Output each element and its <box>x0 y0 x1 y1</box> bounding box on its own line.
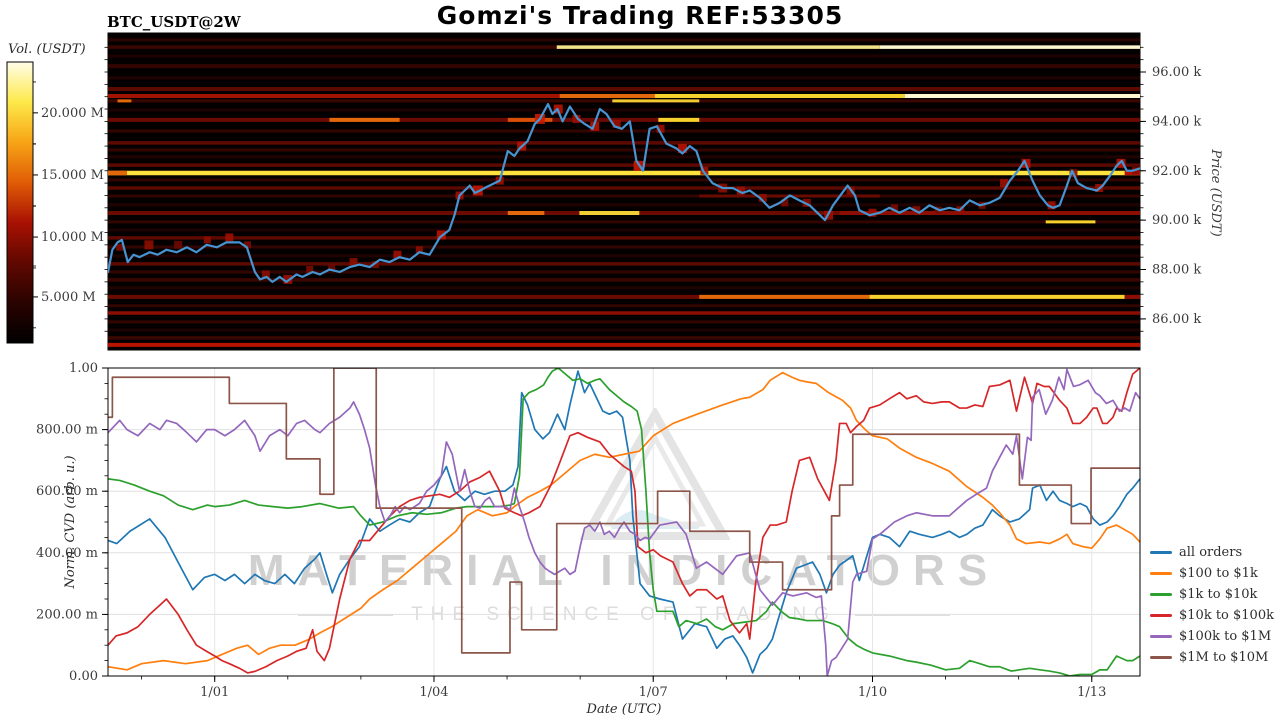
svg-text:1/13: 1/13 <box>1077 685 1106 700</box>
svg-text:200.00 m: 200.00 m <box>36 607 98 622</box>
svg-text:Norm. CVD (arb. u.): Norm. CVD (arb. u.) <box>63 455 78 589</box>
legend-label: $1M to $10M <box>1179 649 1269 665</box>
legend-label: all orders <box>1179 544 1243 560</box>
legend-item: all orders <box>1150 544 1274 560</box>
page-title: Gomzi's Trading REF:53305 <box>436 1 844 30</box>
svg-text:Price (USDT): Price (USDT) <box>1208 148 1223 236</box>
legend-label: $100k to $1M <box>1179 628 1272 644</box>
svg-text:1.00: 1.00 <box>69 361 98 376</box>
svg-text:94.00 k: 94.00 k <box>1152 114 1201 129</box>
svg-text:400.00 m: 400.00 m <box>36 546 98 561</box>
legend-swatch-icon <box>1150 571 1172 575</box>
svg-text:86.00 k: 86.00 k <box>1152 312 1201 327</box>
svg-text:15.000 M: 15.000 M <box>41 168 104 183</box>
svg-text:90.00 k: 90.00 k <box>1152 213 1201 228</box>
legend-swatch-icon <box>1150 613 1172 617</box>
legend-item: $1k to $10k <box>1150 586 1274 602</box>
legend-item: $100 to $1k <box>1150 565 1274 581</box>
legend-swatch-icon <box>1150 655 1172 659</box>
svg-text:5.000 M: 5.000 M <box>41 290 96 305</box>
svg-text:96.00 k: 96.00 k <box>1152 65 1201 80</box>
svg-text:0.00: 0.00 <box>69 669 98 684</box>
watermark-text: MATERIAL INDICATORS <box>247 546 1001 595</box>
svg-text:1/04: 1/04 <box>419 685 448 700</box>
legend-label: $100 to $1k <box>1179 565 1258 581</box>
legend-item: $100k to $1M <box>1150 628 1274 644</box>
legend-item: $1M to $10M <box>1150 649 1274 665</box>
svg-text:1/01: 1/01 <box>200 685 229 700</box>
colorbar-label: Vol. (USDT) <box>8 42 86 57</box>
svg-text:88.00 k: 88.00 k <box>1152 263 1201 278</box>
svg-text:20.000 M: 20.000 M <box>41 106 104 121</box>
legend: all orders $100 to $1k $1k to $10k $10k to … <box>1150 544 1274 665</box>
svg-text:800.00 m: 800.00 m <box>36 423 98 438</box>
legend-item: $10k to $100k <box>1150 607 1274 623</box>
svg-text:600.00 m: 600.00 m <box>36 484 98 499</box>
svg-text:Date (UTC): Date (UTC) <box>586 702 662 717</box>
watermark-dash-left <box>298 614 394 616</box>
watermark-dash-right <box>854 614 950 616</box>
svg-text:1/07: 1/07 <box>639 685 668 700</box>
svg-text:92.00 k: 92.00 k <box>1152 164 1201 179</box>
legend-swatch-icon <box>1150 550 1172 554</box>
legend-swatch-icon <box>1150 592 1172 596</box>
legend-label: $10k to $100k <box>1179 607 1274 623</box>
svg-text:10.000 M: 10.000 M <box>41 230 104 245</box>
legend-swatch-icon <box>1150 634 1172 638</box>
legend-label: $1k to $10k <box>1179 586 1258 602</box>
symbol-label: BTC_USDT@2W <box>107 13 241 31</box>
svg-text:1/10: 1/10 <box>858 685 887 700</box>
